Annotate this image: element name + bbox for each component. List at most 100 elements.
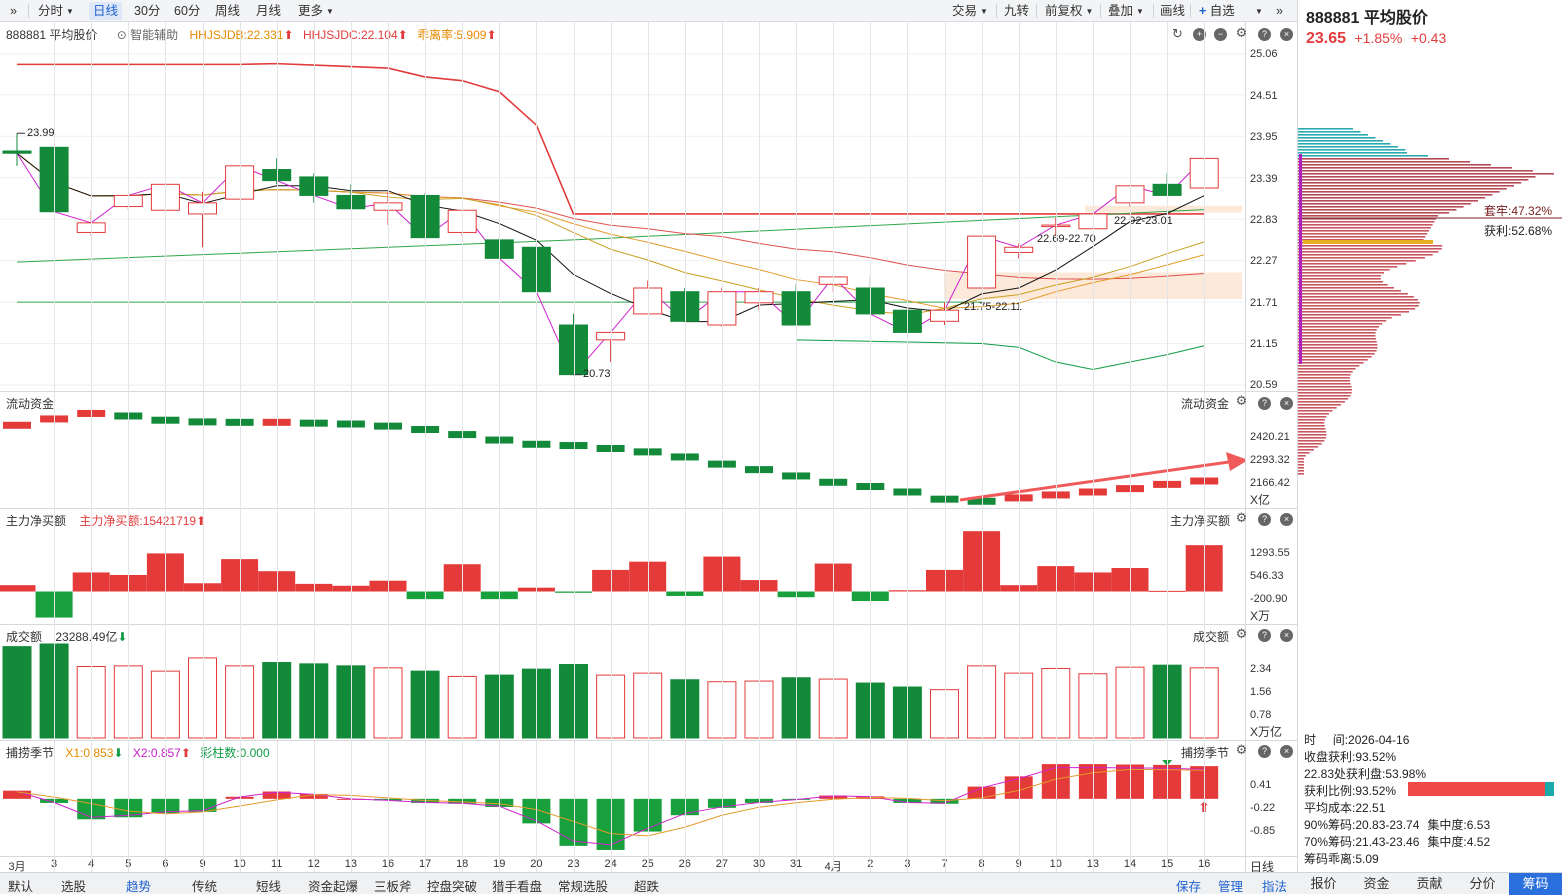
tab-quote[interactable]: 报价 <box>1310 876 1337 891</box>
close-icon[interactable]: × <box>1280 629 1293 642</box>
strategy-tab[interactable]: 猎手看盘 <box>492 880 543 894</box>
strategy-tab[interactable]: 选股 <box>61 880 87 894</box>
zone-label: 21.75-22.11 <box>964 301 1022 313</box>
help-icon[interactable]: ? <box>1258 513 1271 526</box>
price-quote: 23.65 +1.85% +0.43 <box>1306 30 1447 47</box>
strategy-tab[interactable]: 控盘突破 <box>427 880 478 894</box>
chip-bar <box>1298 386 1352 388</box>
strategy-tab[interactable]: 三板斧 <box>374 880 412 894</box>
tab-contribution[interactable]: 贡献 <box>1416 876 1443 891</box>
statusbar-action[interactable]: 保存 <box>1176 880 1202 894</box>
help-icon[interactable]: ? <box>1258 28 1271 41</box>
adjust-dropdown[interactable]: 前复权 ▼ <box>1045 4 1094 18</box>
settings-gear-icon[interactable]: ⚙ <box>1235 742 1248 757</box>
chip-bar <box>1298 407 1337 409</box>
chip-bar <box>1298 158 1449 160</box>
period-minute-dropdown[interactable]: 分时 ▼ <box>38 4 74 18</box>
statusbar-action[interactable]: 指法 <box>1262 880 1288 894</box>
help-icon[interactable]: ? <box>1258 745 1271 758</box>
chip-bar <box>1298 272 1385 274</box>
trap-ratio-label: 套牢:47.32% <box>1484 204 1553 218</box>
settings-gear-icon[interactable]: ⚙ <box>1235 626 1248 641</box>
collapse-icon[interactable]: » <box>10 4 17 18</box>
smart-assist-toggle[interactable]: ⊙ 智能辅助 <box>116 28 179 42</box>
strategy-tab[interactable]: 常规选股 <box>558 880 609 894</box>
help-icon[interactable]: ? <box>1258 629 1271 642</box>
period-monthly-button[interactable]: 月线 <box>256 4 282 18</box>
net-buy-bar <box>666 591 704 596</box>
chip-bar <box>1298 440 1325 442</box>
settings-gear-icon[interactable]: ⚙ <box>1235 25 1248 40</box>
draw-line-button[interactable]: 画线 <box>1160 4 1186 18</box>
grid-line <box>1130 22 1131 872</box>
period-daily-button[interactable]: 日线 <box>89 2 123 20</box>
strategy-tab[interactable]: 默认 <box>8 880 34 894</box>
overlay-dropdown[interactable]: 叠加 ▼ <box>1108 4 1144 18</box>
x-axis-label: 11 <box>262 858 292 870</box>
grid-line <box>1056 22 1057 872</box>
volume-axis-label: 2.34 <box>1250 663 1272 675</box>
chip-bar <box>1298 296 1414 298</box>
grid-line <box>907 22 908 872</box>
period-60min-button[interactable]: 60分 <box>174 4 201 18</box>
price-axis-label: 21.71 <box>1250 297 1278 309</box>
strategy-tab[interactable]: 趋势 <box>126 880 152 894</box>
add-watchlist-button[interactable]: + 自选 <box>1199 4 1235 18</box>
resistance-zone <box>1085 205 1242 213</box>
trade-dropdown[interactable]: 交易 ▼ <box>952 4 988 18</box>
chip-bar <box>1298 233 1428 235</box>
period-weekly-button[interactable]: 周线 <box>215 4 241 18</box>
strategy-tab[interactable]: 短线 <box>256 880 282 894</box>
chip-bar <box>1298 254 1433 256</box>
chip-bar <box>1298 146 1398 148</box>
season-panel-header: 捕捞季节 X1:0.853⬇ X2:0.857⬆ 彩柱数:0.000 <box>6 746 270 760</box>
expand-icon[interactable]: » <box>1276 4 1283 18</box>
strategy-tab[interactable]: 资金起爆 <box>308 880 359 894</box>
refresh-icon[interactable]: ↻ <box>1172 26 1183 41</box>
flow-bar <box>1078 488 1107 496</box>
flow-axis-label: 2293.32 <box>1250 454 1290 466</box>
flow-axis-label: 2420.21 <box>1250 431 1290 443</box>
more-dropdown[interactable]: 更多 ▼ <box>298 4 334 18</box>
help-icon[interactable]: ? <box>1258 397 1271 410</box>
season-bar <box>188 798 217 812</box>
tab-capital[interactable]: 资金 <box>1363 876 1390 891</box>
volume-bar <box>2 646 32 739</box>
chip-bar <box>1298 356 1372 358</box>
watchlist-dropdown-icon[interactable]: ▼ <box>1255 7 1263 16</box>
close-icon[interactable]: × <box>1280 397 1293 410</box>
net-axis-label: 1293.55 <box>1250 547 1290 559</box>
candle <box>1041 224 1071 228</box>
volume-axis-label: 0.78 <box>1250 709 1272 721</box>
nine-turn-button[interactable]: 九转 <box>1004 4 1030 18</box>
candle <box>596 331 626 341</box>
chip-bar <box>1298 434 1327 436</box>
chip-bar <box>1298 314 1401 316</box>
strategy-tab[interactable]: 传统 <box>192 880 218 894</box>
chip-bar <box>1298 419 1325 421</box>
strategy-tab[interactable]: 超跌 <box>634 880 660 894</box>
price-axis-label: 25.06 <box>1250 48 1278 60</box>
add-indicator-icon[interactable]: + <box>1193 28 1206 41</box>
period-30min-button[interactable]: 30分 <box>134 4 161 18</box>
grid-line <box>203 22 204 872</box>
flow-bar <box>262 418 291 426</box>
settings-gear-icon[interactable]: ⚙ <box>1235 393 1248 408</box>
tab-chips[interactable]: 筹码 <box>1509 873 1562 895</box>
close-icon[interactable]: × <box>1280 28 1293 41</box>
grid-line <box>351 22 352 872</box>
flow-bar <box>707 460 736 468</box>
chip-bar <box>1298 353 1375 355</box>
volume-bar <box>633 672 663 739</box>
grid-line <box>314 22 315 872</box>
close-icon[interactable]: × <box>1280 745 1293 758</box>
close-icon[interactable]: × <box>1280 513 1293 526</box>
chip-bar <box>1298 176 1536 178</box>
remove-indicator-icon[interactable]: − <box>1214 28 1227 41</box>
low-price-label: 20.73 <box>583 368 611 380</box>
chip-bar <box>1298 359 1368 361</box>
x-axis-label: 23 <box>559 858 589 870</box>
settings-gear-icon[interactable]: ⚙ <box>1235 510 1248 525</box>
statusbar-action[interactable]: 管理 <box>1218 880 1244 894</box>
tab-price-distribution[interactable]: 分价 <box>1469 876 1496 891</box>
